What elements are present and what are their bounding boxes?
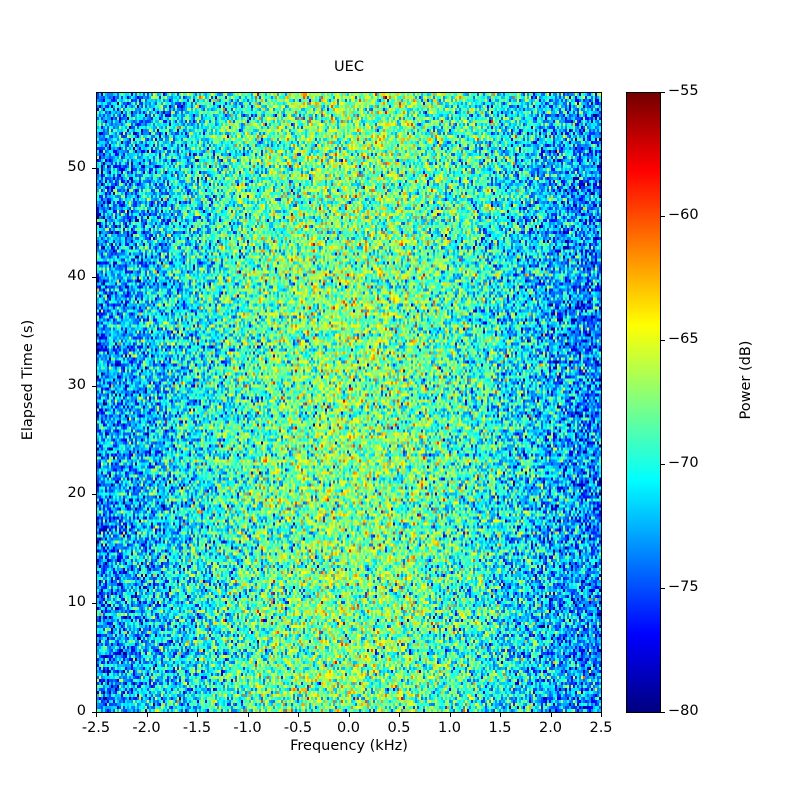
colorbar-tick-label: −65	[668, 331, 699, 347]
x-axis-tick-label: -2.5	[81, 720, 111, 736]
y-axis-tick-label: 30	[67, 376, 86, 393]
y-axis-tick	[92, 603, 96, 605]
x-axis-tick	[399, 713, 400, 717]
x-axis-label: Frequency (kHz)	[290, 738, 408, 754]
y-axis-tick	[92, 276, 96, 278]
x-axis-tick-label: -2.0	[132, 720, 161, 736]
title-line-station: UEC	[334, 59, 364, 75]
x-axis-tick-label: -1.0	[233, 720, 262, 736]
x-axis-tick-label: 0.5	[387, 720, 411, 736]
x-axis-tick-label: 2.0	[538, 720, 563, 736]
colorbar-gradient	[626, 92, 661, 713]
y-axis-label: Elapsed Time (s)	[20, 319, 36, 441]
y-axis-tick	[92, 168, 96, 170]
x-axis-tick	[247, 713, 249, 717]
y-axis-tick	[92, 385, 96, 387]
y-axis-tick-label: 10	[67, 594, 86, 611]
colorbar-tick	[661, 464, 665, 465]
x-axis-tick-label: -0.5	[283, 720, 313, 736]
colorbar-tick-label: −80	[668, 703, 699, 719]
x-axis-tick	[500, 713, 501, 717]
colorbar-tick	[661, 216, 665, 217]
spectrogram-plot-area	[96, 92, 602, 713]
x-axis-tick-label: 2.5	[589, 720, 613, 736]
x-axis-tick	[96, 713, 97, 717]
x-axis-tick	[146, 713, 148, 717]
y-axis-tick-label: 20	[67, 485, 86, 502]
colorbar-label: Power (dB)	[738, 340, 754, 420]
colorbar-tick	[661, 712, 665, 713]
x-axis-tick	[197, 713, 198, 717]
colorbar	[626, 92, 661, 713]
x-axis-tick	[601, 713, 602, 717]
colorbar-tick-label: −75	[668, 579, 699, 595]
x-axis-tick	[348, 713, 350, 717]
x-axis-tick-label: 0.0	[336, 720, 361, 736]
y-axis-tick-label: 0	[76, 703, 86, 719]
y-axis-tick	[92, 712, 96, 713]
y-axis-tick-label: 40	[67, 267, 86, 284]
colorbar-tick	[661, 340, 665, 341]
x-axis-tick	[298, 713, 299, 717]
x-axis-tick	[449, 713, 451, 717]
colorbar-tick	[661, 588, 665, 589]
colorbar-tick	[661, 92, 665, 93]
y-axis-tick-label: 50	[67, 159, 86, 176]
x-axis-tick	[550, 713, 552, 717]
x-axis-tick-label: 1.0	[437, 720, 462, 736]
colorbar-tick-label: −55	[668, 83, 699, 99]
y-axis-tick	[92, 494, 96, 496]
x-axis-tick-label: 1.5	[488, 720, 512, 736]
colorbar-tick-label: −70	[668, 455, 699, 471]
x-axis-tick-label: -1.5	[182, 720, 212, 736]
colorbar-tick-label: −60	[668, 207, 699, 223]
spectrogram-image	[97, 93, 601, 712]
